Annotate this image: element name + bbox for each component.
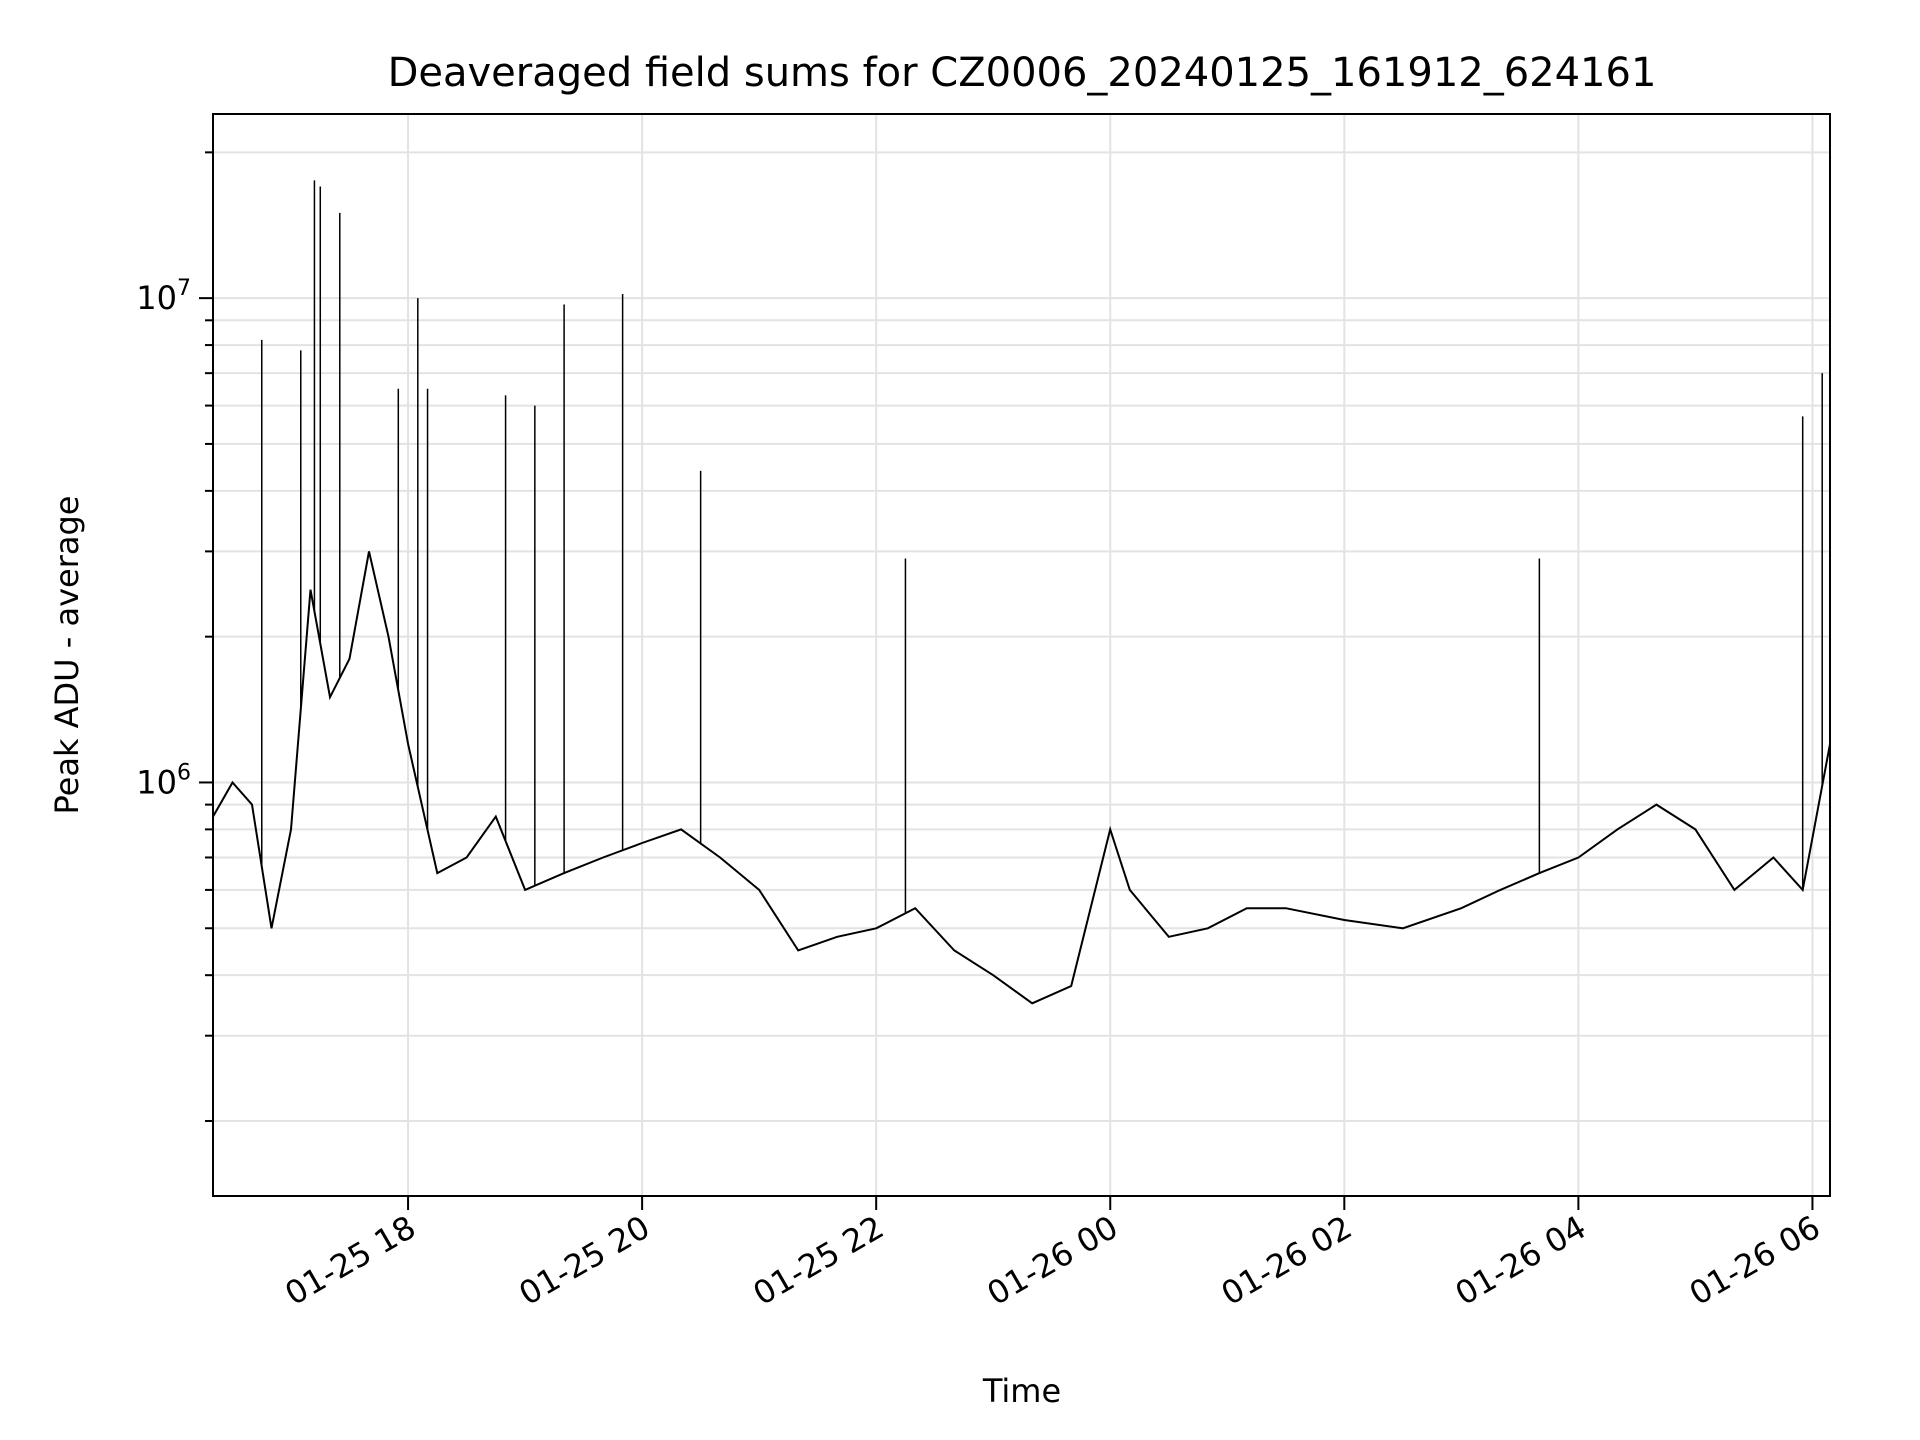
x-axis-label: Time bbox=[982, 1372, 1061, 1410]
y-axis-label: Peak ADU - average bbox=[48, 496, 86, 815]
chart-title: Deaveraged field sums for CZ0006_2024012… bbox=[388, 50, 1657, 96]
grid-lines bbox=[213, 114, 1830, 1196]
y-tick-label: 107 bbox=[136, 276, 191, 317]
series-layer bbox=[212, 180, 1831, 1005]
plot-frame bbox=[212, 113, 1831, 1197]
y-tick-label: 106 bbox=[136, 760, 191, 801]
series-line bbox=[212, 551, 1831, 1005]
